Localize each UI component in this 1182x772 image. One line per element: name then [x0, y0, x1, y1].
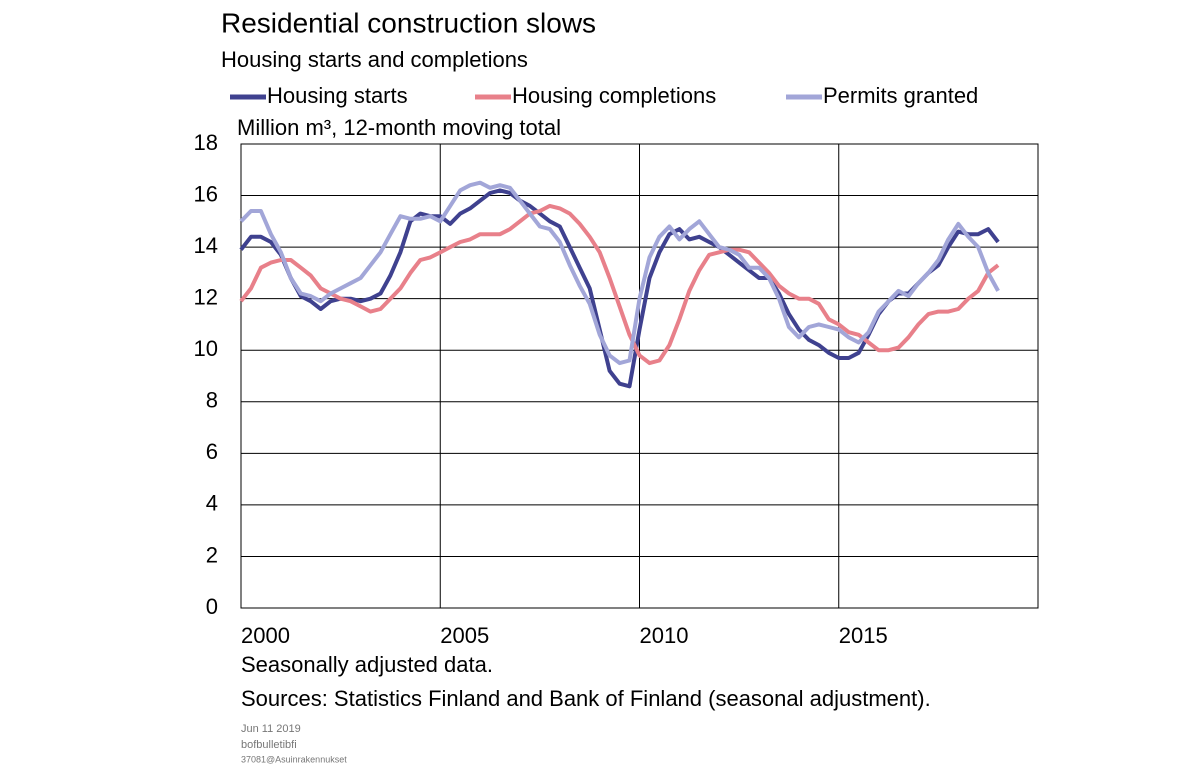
legend-label: Permits granted — [823, 83, 978, 108]
note: Seasonally adjusted data. — [241, 652, 493, 677]
footer: 37081@Asuinrakennukset — [241, 754, 347, 764]
y-tick-label: 2 — [206, 542, 218, 567]
y-tick-label: 10 — [194, 336, 218, 361]
x-tick-label: 2015 — [839, 623, 888, 648]
y-tick-label: 6 — [206, 439, 218, 464]
y-tick-label: 0 — [206, 594, 218, 619]
footer: bofbulletibfi — [241, 739, 297, 751]
y-tick-label: 8 — [206, 388, 218, 413]
series-line — [239, 203, 1000, 366]
chart-title: Residential construction slows — [221, 7, 596, 38]
y-tick-label: 16 — [194, 181, 218, 206]
legend-label: Housing completions — [512, 83, 716, 108]
y-tick-label: 4 — [206, 491, 218, 516]
footer: Jun 11 2019 — [241, 723, 301, 735]
x-tick-label: 2010 — [640, 623, 689, 648]
y-axis-label: Million m³, 12-month moving total — [237, 115, 561, 140]
chart-subtitle: Housing starts and completions — [221, 47, 528, 72]
series-line — [239, 180, 1000, 366]
plot-border — [240, 143, 1039, 609]
y-tick-label: 14 — [194, 233, 218, 258]
note: Sources: Statistics Finland and Bank of … — [241, 686, 931, 711]
series-line — [239, 188, 1000, 389]
legend-label: Housing starts — [267, 83, 408, 108]
y-tick-label: 18 — [194, 130, 218, 155]
x-tick-label: 2000 — [241, 623, 290, 648]
x-tick-label: 2005 — [440, 623, 489, 648]
y-tick-label: 12 — [194, 284, 218, 309]
